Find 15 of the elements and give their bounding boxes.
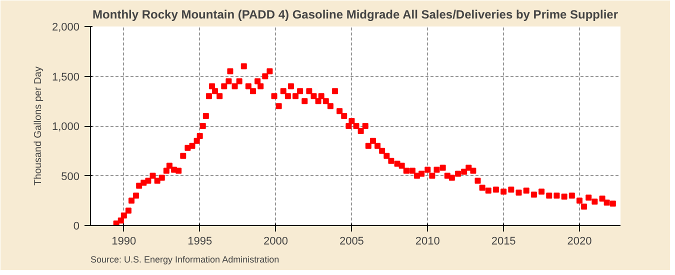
x-tick-label: 2005 (339, 236, 364, 248)
x-tick-label: 1990 (112, 236, 136, 248)
chart-title: Monthly Rocky Mountain (PADD 4) Gasoline Midgrade All Sales/Deliveries by Prime Supplier (92, 8, 618, 22)
y-tick-label: 2,000 (52, 22, 80, 34)
x-tick-label: 2015 (491, 236, 516, 248)
y-tick-label: 500 (61, 170, 80, 183)
source-note: Source: U.S. Energy Information Administration (90, 254, 280, 264)
x-tick-label: 1995 (188, 236, 212, 248)
x-tick-label: 2020 (567, 236, 592, 248)
y-tick-label: 1,500 (52, 71, 80, 84)
x-tick-label: 2010 (415, 236, 440, 248)
x-tick-label: 2000 (264, 236, 288, 248)
y-tick-label: 0 (73, 220, 80, 232)
y-tick-label: 1,000 (52, 121, 80, 133)
y-axis-title: Thousand Gallons per Day (32, 66, 44, 186)
